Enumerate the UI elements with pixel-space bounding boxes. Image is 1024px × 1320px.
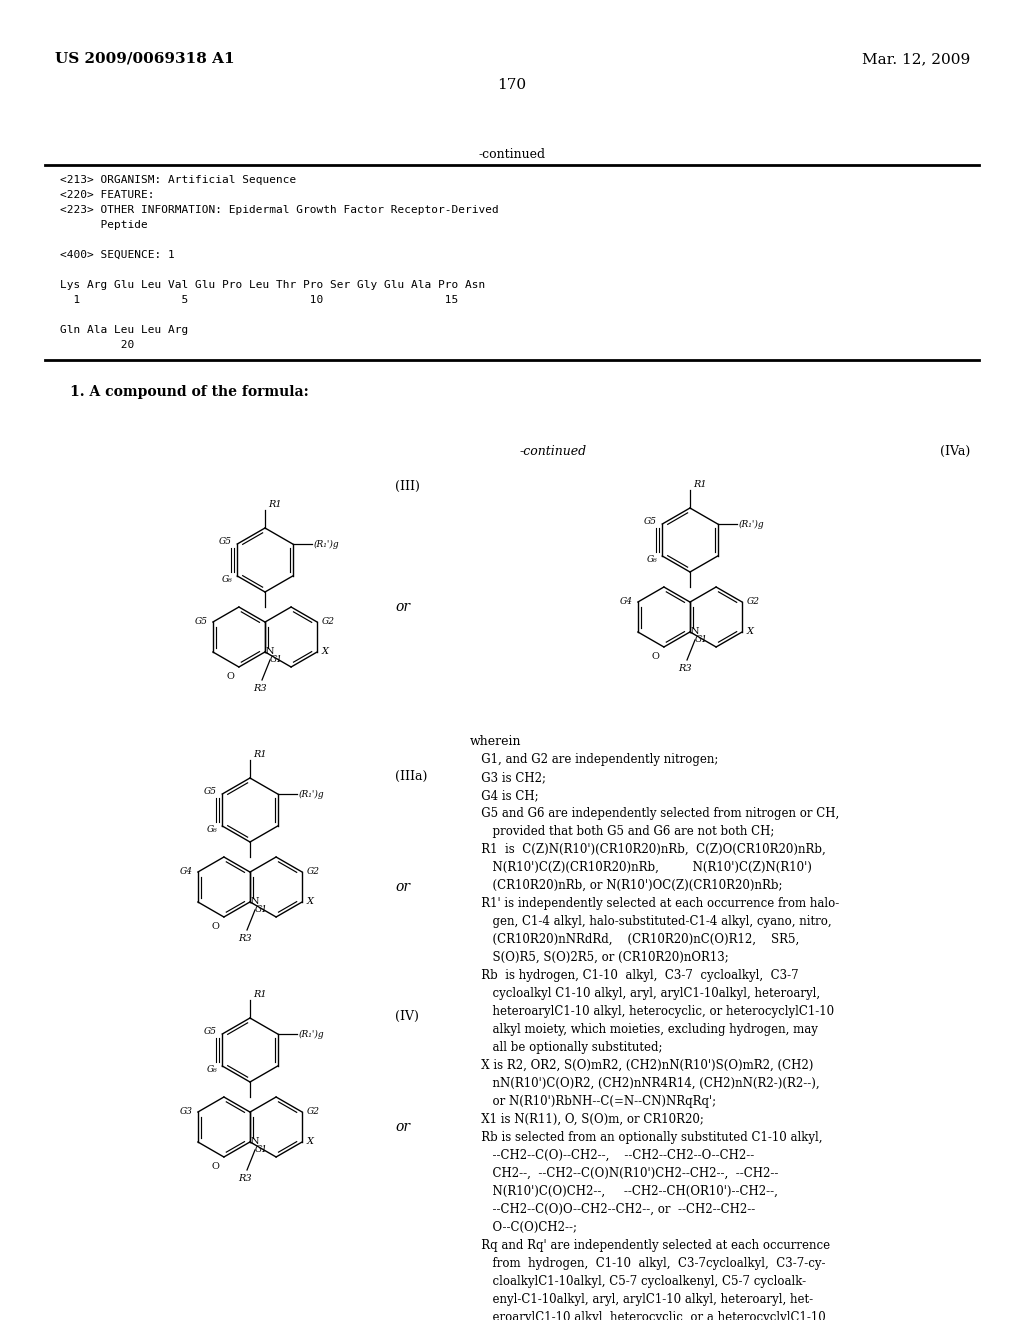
- Text: X1 is N(R11), O, S(O)m, or CR10R20;: X1 is N(R11), O, S(O)m, or CR10R20;: [470, 1113, 703, 1126]
- Text: N: N: [266, 648, 274, 656]
- Text: R3: R3: [678, 664, 692, 673]
- Text: R1: R1: [253, 750, 266, 759]
- Text: G2: G2: [307, 1107, 321, 1117]
- Text: 1               5                  10                  15: 1 5 10 15: [60, 294, 459, 305]
- Text: G4: G4: [620, 598, 633, 606]
- Text: alkyl moiety, which moieties, excluding hydrogen, may: alkyl moiety, which moieties, excluding …: [470, 1023, 818, 1036]
- Text: gen, C1-4 alkyl, halo-substituted-C1-4 alkyl, cyano, nitro,: gen, C1-4 alkyl, halo-substituted-C1-4 a…: [470, 915, 831, 928]
- Text: cycloalkyl C1-10 alkyl, aryl, arylC1-10alkyl, heteroaryl,: cycloalkyl C1-10 alkyl, aryl, arylC1-10a…: [470, 987, 820, 1001]
- Text: X is R2, OR2, S(O)mR2, (CH2)nN(R10')S(O)mR2, (CH2): X is R2, OR2, S(O)mR2, (CH2)nN(R10')S(O)…: [470, 1059, 813, 1072]
- Text: O: O: [651, 652, 658, 661]
- Text: G5: G5: [195, 618, 208, 627]
- Text: X: X: [323, 648, 329, 656]
- Text: G4: G4: [180, 867, 193, 876]
- Text: G5: G5: [204, 1027, 217, 1035]
- Text: US 2009/0069318 A1: US 2009/0069318 A1: [55, 51, 234, 66]
- Text: (IVa): (IVa): [940, 445, 971, 458]
- Text: --CH2--C(O)O--CH2--CH2--, or  --CH2--CH2--: --CH2--C(O)O--CH2--CH2--, or --CH2--CH2-…: [470, 1203, 756, 1216]
- Text: G5: G5: [204, 787, 217, 796]
- Text: X: X: [307, 898, 314, 907]
- Text: G1: G1: [270, 655, 283, 664]
- Text: (IV): (IV): [395, 1010, 419, 1023]
- Text: 170: 170: [498, 78, 526, 92]
- Text: N: N: [251, 1138, 259, 1147]
- Text: G2: G2: [323, 618, 335, 627]
- Text: G₆: G₆: [207, 1064, 217, 1073]
- Text: provided that both G5 and G6 are not both CH;: provided that both G5 and G6 are not bot…: [470, 825, 774, 838]
- Text: or: or: [395, 880, 410, 894]
- Text: S(O)R5, S(O)2R5, or (CR10R20)nOR13;: S(O)R5, S(O)2R5, or (CR10R20)nOR13;: [470, 950, 729, 964]
- Text: X: X: [307, 1138, 314, 1147]
- Text: R3: R3: [239, 935, 252, 942]
- Text: O: O: [211, 921, 219, 931]
- Text: Rb  is hydrogen, C1-10  alkyl,  C3-7  cycloalkyl,  C3-7: Rb is hydrogen, C1-10 alkyl, C3-7 cycloa…: [470, 969, 799, 982]
- Text: <220> FEATURE:: <220> FEATURE:: [60, 190, 155, 201]
- Text: R3: R3: [253, 684, 267, 693]
- Text: <213> ORGANISM: Artificial Sequence: <213> ORGANISM: Artificial Sequence: [60, 176, 296, 185]
- Text: G1: G1: [255, 1144, 268, 1154]
- Text: (CR10R20)nNRdRd,    (CR10R20)nC(O)R12,    SR5,: (CR10R20)nNRdRd, (CR10R20)nC(O)R12, SR5,: [470, 933, 800, 946]
- Text: <400> SEQUENCE: 1: <400> SEQUENCE: 1: [60, 249, 175, 260]
- Text: R1: R1: [693, 479, 707, 488]
- Text: G5: G5: [644, 516, 657, 525]
- Text: G5: G5: [219, 536, 232, 545]
- Text: all be optionally substituted;: all be optionally substituted;: [470, 1041, 663, 1053]
- Text: G4 is CH;: G4 is CH;: [470, 789, 539, 803]
- Text: O: O: [226, 672, 233, 681]
- Text: R1: R1: [268, 500, 282, 508]
- Text: (R₁')g: (R₁')g: [738, 520, 764, 528]
- Text: R1' is independently selected at each occurrence from halo-: R1' is independently selected at each oc…: [470, 898, 840, 909]
- Text: R3: R3: [239, 1173, 252, 1183]
- Text: or N(R10')RbNH--C(=N--CN)NRqRq';: or N(R10')RbNH--C(=N--CN)NRqRq';: [470, 1096, 716, 1107]
- Text: N: N: [691, 627, 699, 636]
- Text: G2: G2: [307, 867, 321, 876]
- Text: O: O: [211, 1162, 219, 1171]
- Text: nN(R10')C(O)R2, (CH2)nNR4R14, (CH2)nN(R2-)(R2--),: nN(R10')C(O)R2, (CH2)nNR4R14, (CH2)nN(R2…: [470, 1077, 819, 1090]
- Text: X: X: [748, 627, 754, 636]
- Text: -continued: -continued: [478, 148, 546, 161]
- Text: <223> OTHER INFORMATION: Epidermal Growth Factor Receptor-Derived: <223> OTHER INFORMATION: Epidermal Growt…: [60, 205, 499, 215]
- Text: G₆: G₆: [207, 825, 217, 833]
- Text: G1: G1: [255, 906, 268, 913]
- Text: G₆: G₆: [221, 574, 232, 583]
- Text: (III): (III): [395, 480, 420, 492]
- Text: 1. A compound of the formula:: 1. A compound of the formula:: [70, 385, 309, 399]
- Text: or: or: [395, 601, 410, 614]
- Text: eroarylC1-10 alkyl, heterocyclic, or a heterocyclylC1-10: eroarylC1-10 alkyl, heterocyclic, or a h…: [470, 1311, 825, 1320]
- Text: Rq and Rq' are independently selected at each occurrence: Rq and Rq' are independently selected at…: [470, 1239, 830, 1251]
- Text: Mar. 12, 2009: Mar. 12, 2009: [862, 51, 970, 66]
- Text: cloalkylC1-10alkyl, C5-7 cycloalkenyl, C5-7 cycloalk-: cloalkylC1-10alkyl, C5-7 cycloalkenyl, C…: [470, 1275, 806, 1288]
- Text: (R₁')g: (R₁')g: [313, 540, 339, 549]
- Text: CH2--,  --CH2--C(O)N(R10')CH2--CH2--,  --CH2--: CH2--, --CH2--C(O)N(R10')CH2--CH2--, --C…: [470, 1167, 778, 1180]
- Text: from  hydrogen,  C1-10  alkyl,  C3-7cycloalkyl,  C3-7-cy-: from hydrogen, C1-10 alkyl, C3-7cycloalk…: [470, 1257, 825, 1270]
- Text: wherein: wherein: [470, 735, 521, 748]
- Text: Peptide: Peptide: [60, 220, 147, 230]
- Text: (CR10R20)nRb, or N(R10')OC(Z)(CR10R20)nRb;: (CR10R20)nRb, or N(R10')OC(Z)(CR10R20)nR…: [470, 879, 782, 892]
- Text: G3 is CH2;: G3 is CH2;: [470, 771, 546, 784]
- Text: G3: G3: [180, 1107, 193, 1117]
- Text: N: N: [251, 898, 259, 907]
- Text: (R₁')g: (R₁')g: [299, 789, 325, 799]
- Text: R1  is  C(Z)N(R10')(CR10R20)nRb,  C(Z)O(CR10R20)nRb,: R1 is C(Z)N(R10')(CR10R20)nRb, C(Z)O(CR1…: [470, 843, 825, 855]
- Text: (IIIa): (IIIa): [395, 770, 427, 783]
- Text: N(R10')C(Z)(CR10R20)nRb,         N(R10')C(Z)N(R10'): N(R10')C(Z)(CR10R20)nRb, N(R10')C(Z)N(R1…: [470, 861, 812, 874]
- Text: G2: G2: [748, 598, 760, 606]
- Text: Lys Arg Glu Leu Val Glu Pro Leu Thr Pro Ser Gly Glu Ala Pro Asn: Lys Arg Glu Leu Val Glu Pro Leu Thr Pro …: [60, 280, 485, 290]
- Text: 20: 20: [60, 341, 134, 350]
- Text: enyl-C1-10alkyl, aryl, arylC1-10 alkyl, heteroaryl, het-: enyl-C1-10alkyl, aryl, arylC1-10 alkyl, …: [470, 1294, 813, 1305]
- Text: G1, and G2 are independently nitrogen;: G1, and G2 are independently nitrogen;: [470, 752, 719, 766]
- Text: heteroarylC1-10 alkyl, heterocyclic, or heterocyclylC1-10: heteroarylC1-10 alkyl, heterocyclic, or …: [470, 1005, 835, 1018]
- Text: Rb is selected from an optionally substituted C1-10 alkyl,: Rb is selected from an optionally substi…: [470, 1131, 822, 1144]
- Text: O--C(O)CH2--;: O--C(O)CH2--;: [470, 1221, 577, 1234]
- Text: Gln Ala Leu Leu Arg: Gln Ala Leu Leu Arg: [60, 325, 188, 335]
- Text: N(R10')C(O)CH2--,     --CH2--CH(OR10')--CH2--,: N(R10')C(O)CH2--, --CH2--CH(OR10')--CH2-…: [470, 1185, 778, 1199]
- Text: R1: R1: [253, 990, 266, 999]
- Text: or: or: [395, 1119, 410, 1134]
- Text: G5 and G6 are independently selected from nitrogen or CH,: G5 and G6 are independently selected fro…: [470, 807, 840, 820]
- Text: --CH2--C(O)--CH2--,    --CH2--CH2--O--CH2--: --CH2--C(O)--CH2--, --CH2--CH2--O--CH2--: [470, 1148, 755, 1162]
- Text: G₆: G₆: [646, 554, 657, 564]
- Text: -continued: -continued: [520, 445, 587, 458]
- Text: G1: G1: [695, 635, 709, 644]
- Text: (R₁')g: (R₁')g: [299, 1030, 325, 1039]
